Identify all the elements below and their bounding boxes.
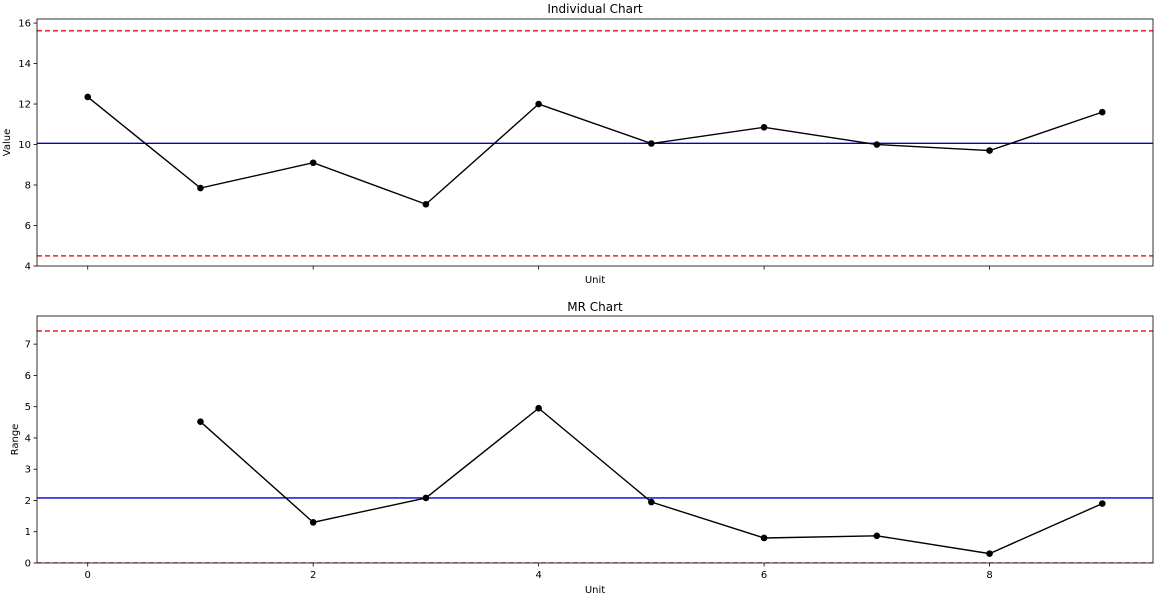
y-tick-label: 14: [18, 59, 31, 70]
series-line: [87, 96, 1103, 206]
plot-frame: [36, 315, 1154, 564]
y-tick-label: 0: [25, 559, 31, 570]
x-tick-label: 8: [986, 570, 992, 581]
data-point: [648, 140, 655, 147]
data-point: [648, 498, 655, 506]
data-point: [309, 159, 317, 167]
data-point: [422, 200, 430, 208]
mr-chart-panel: MR Chart 0 1 2 3 4 5 6 7 0 2 4 6 8 Unit Range: [10, 300, 1154, 596]
y-tick-label: 2: [25, 496, 31, 507]
x-axis-label: Unit: [585, 585, 605, 596]
plot-frame: [36, 18, 1154, 267]
data-point: [197, 184, 204, 192]
data-point: [422, 494, 430, 502]
data-point: [1098, 108, 1106, 116]
data-point: [84, 93, 92, 101]
chart-title: Individual Chart: [547, 2, 643, 16]
data-point: [760, 124, 768, 131]
data-point: [873, 141, 881, 148]
data-point: [1098, 500, 1106, 507]
data-point: [197, 418, 204, 425]
y-tick-label: 5: [25, 402, 31, 413]
individual-chart-panel: Individual Chart 4 6 8 10 12 14 16 Unit Value: [2, 2, 1154, 286]
data-point: [535, 100, 542, 108]
plot-area: [37, 30, 1153, 257]
x-tick-label: 4: [535, 570, 541, 581]
data-point: [986, 550, 993, 557]
y-tick-label: 6: [25, 371, 31, 382]
y-tick-label: 12: [18, 100, 31, 111]
chart-title: MR Chart: [567, 300, 623, 314]
y-tick-label: 4: [25, 262, 31, 273]
y-axis-label: Value: [2, 129, 13, 156]
y-tick-label: 4: [25, 433, 31, 444]
y-tick-label: 16: [18, 19, 31, 30]
data-point: [309, 519, 317, 526]
x-tick-label: 2: [310, 570, 316, 581]
y-tick-label: 1: [25, 527, 31, 538]
y-tick-label: 8: [25, 181, 31, 192]
x-axis-label: Unit: [585, 275, 605, 286]
y-tick-label: 10: [18, 140, 31, 151]
y-tick-label: 6: [25, 221, 31, 232]
y-tick-label: 3: [25, 465, 31, 476]
data-point: [760, 534, 768, 542]
data-point: [535, 404, 542, 412]
x-tick-label: 6: [761, 570, 767, 581]
y-tick-label: 7: [25, 340, 31, 351]
data-point: [873, 532, 881, 540]
data-point: [986, 147, 993, 154]
y-axis-label: Range: [10, 424, 21, 456]
plot-area: [37, 330, 1153, 563]
series-line: [199, 407, 1103, 555]
x-tick-label: 0: [85, 570, 91, 581]
